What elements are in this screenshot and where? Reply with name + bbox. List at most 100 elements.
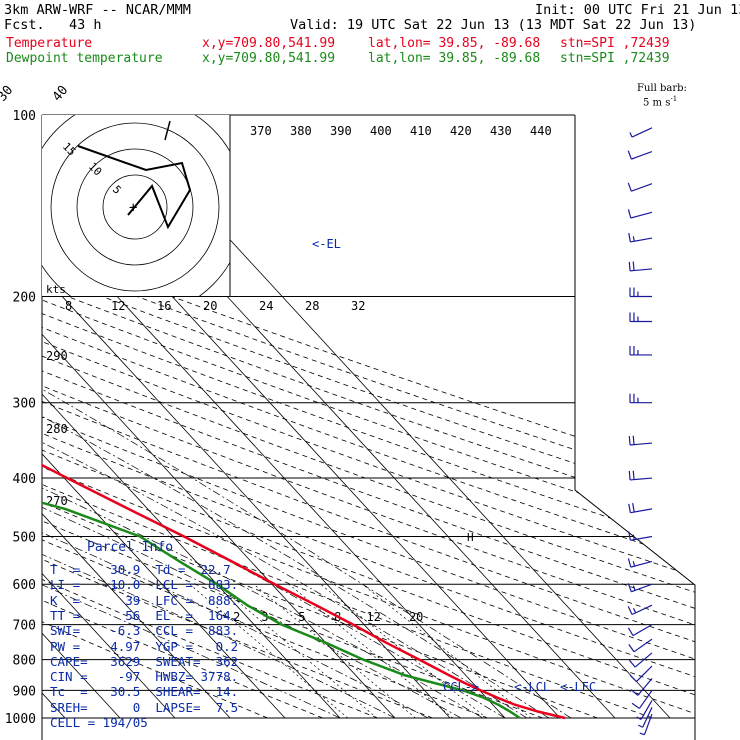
- mixing-ratio-label: 5: [298, 610, 305, 624]
- dry-adiabat: [42, 115, 695, 719]
- wind-barb: [628, 652, 653, 668]
- wind-barb-staff: [633, 638, 653, 653]
- hodograph-speed-label: 20: [203, 299, 217, 313]
- dewpoint-legend: Dewpoint temperature: [6, 51, 163, 66]
- theta-label: 430: [490, 124, 512, 138]
- isotherm-line: [0, 115, 10, 718]
- wind-barb: [630, 678, 653, 696]
- wind-barb: [627, 583, 653, 593]
- hodograph-speed-label: 16: [157, 299, 171, 313]
- wind-barb-staff: [632, 624, 653, 637]
- theta-label: 390: [330, 124, 352, 138]
- hodograph-trace: [77, 145, 192, 230]
- dry-adiabat: [42, 115, 695, 719]
- wind-barb-flag: [629, 674, 637, 683]
- parcel-info-panel: Parcel Info T = 30.9 Td = 22.7 LI = -10.0…: [42, 538, 239, 730]
- dry-adiabat: [42, 115, 695, 719]
- wind-barb: [629, 393, 652, 404]
- pressure-tick-label: 800: [13, 654, 36, 669]
- wind-legend-line1: Full barb:: [637, 83, 687, 94]
- valid-time: Valid: 19 UTC Sat 22 Jun 13 (13 MDT Sat …: [290, 17, 697, 33]
- wind-barb: [627, 558, 653, 568]
- parcel-info-row: CAPE= 3629 SWEAT= 362: [50, 653, 239, 669]
- wind-barb-flag: [627, 583, 632, 592]
- wind-barb-flag: [627, 558, 632, 568]
- dewpoint-station: stn=SPI ,72439: [560, 51, 670, 66]
- wind-barb: [628, 531, 653, 541]
- wind-barb-flag: [629, 132, 633, 138]
- wind-barb-flag: [631, 702, 640, 709]
- dewpoint-profile: [42, 115, 521, 720]
- pressure-tick-label: 100: [13, 109, 36, 124]
- wind-barb: [629, 287, 652, 298]
- wind-barb-staff: [634, 652, 653, 668]
- wind-barb-staff: [631, 183, 653, 192]
- wind-barb: [628, 503, 653, 514]
- temperature-xy: x,y=709.80,541.99: [202, 36, 336, 51]
- wind-legend-exponent: -1: [670, 95, 678, 103]
- dry-adiabat: [42, 115, 695, 719]
- wind-barb-flag: [627, 150, 632, 160]
- theta-label: 370: [250, 124, 272, 138]
- hodograph-speed-label: 24: [259, 299, 273, 313]
- model-title: 3km ARW-WRF -- NCAR/MMM: [4, 2, 191, 18]
- wind-barb-staff: [640, 700, 653, 720]
- wind-barb-staff: [630, 535, 653, 541]
- dry-adiabat: [42, 115, 323, 719]
- wind-barb: [627, 150, 653, 160]
- lcl-marker: <-LCL: [514, 680, 550, 694]
- init-time: Init: 00 UTC Fri 21 Jun 13: [535, 2, 740, 18]
- dry-adiabat: [42, 115, 695, 719]
- wind-barb-flag: [628, 261, 631, 271]
- hodograph-level-marker: H: [467, 531, 474, 544]
- wind-barb: [639, 713, 653, 736]
- wind-barb-flag: [639, 732, 645, 736]
- theta-label: 380: [290, 124, 312, 138]
- parcel-info-row: PW = 4.97 YGP = 0.2: [50, 638, 239, 654]
- parcel-info-row: T = 30.9 Td = 22.7: [50, 562, 231, 577]
- dry-adiabat: [42, 115, 695, 719]
- isotherm-label: 30: [0, 83, 16, 105]
- hodograph-speed-label: 12: [111, 299, 125, 313]
- wind-barb-staff: [638, 690, 653, 709]
- wind-barb-flag: [630, 689, 639, 696]
- wind-barb: [628, 232, 653, 243]
- wind-barb: [636, 700, 653, 720]
- wind-barb: [628, 261, 653, 272]
- wind-barb-flag: [628, 644, 635, 653]
- mixing-ratio-label: 20: [409, 610, 423, 624]
- wind-barb-flag: [627, 606, 633, 615]
- ccl-marker: CCL->: [443, 680, 479, 694]
- wind-barb: [628, 470, 653, 481]
- wind-barb-flag: [628, 435, 631, 446]
- dewpoint-xy: x,y=709.80,541.99: [202, 51, 336, 66]
- temperature-station: stn=SPI ,72439: [560, 36, 670, 51]
- moist-adiabat: [42, 296, 429, 719]
- wind-barb: [629, 312, 652, 323]
- wind-barb-staff: [642, 707, 653, 728]
- hodograph-speed-label: 32: [351, 299, 365, 313]
- dry-adiabat: [42, 115, 695, 719]
- parcel-info-row: TT = 56 EL = 164.: [50, 607, 239, 623]
- hodograph-ring: [76, 148, 194, 266]
- hodograph-trace: [164, 120, 171, 141]
- parcel-info-row: SREH= 0 LAPSE= 7.5: [50, 699, 239, 715]
- mixing-ratio-label: 12: [366, 610, 380, 624]
- pressure-tick-label: 300: [13, 397, 36, 412]
- wind-barb-staff: [636, 665, 653, 683]
- dry-adiabat: [42, 115, 695, 719]
- parcel-info-row: SWI= -6.3 CCL = 883.: [50, 623, 239, 639]
- wind-barb-staff: [630, 560, 653, 568]
- wind-barb-flag: [628, 503, 631, 513]
- pressure-tick-label: 200: [13, 291, 36, 306]
- wind-barb: [628, 435, 653, 446]
- lfc-marker: <-LFC: [560, 680, 596, 694]
- theta-label: 410: [410, 124, 432, 138]
- wind-barb-staff: [637, 678, 653, 696]
- dry-adiabat: [42, 115, 695, 719]
- hodograph-ring: [102, 174, 168, 240]
- hodograph-speed-label: 8: [65, 299, 72, 313]
- el-marker: <-EL: [312, 237, 341, 251]
- wind-barb-staff: [631, 127, 653, 138]
- temperature-profile: [42, 115, 566, 720]
